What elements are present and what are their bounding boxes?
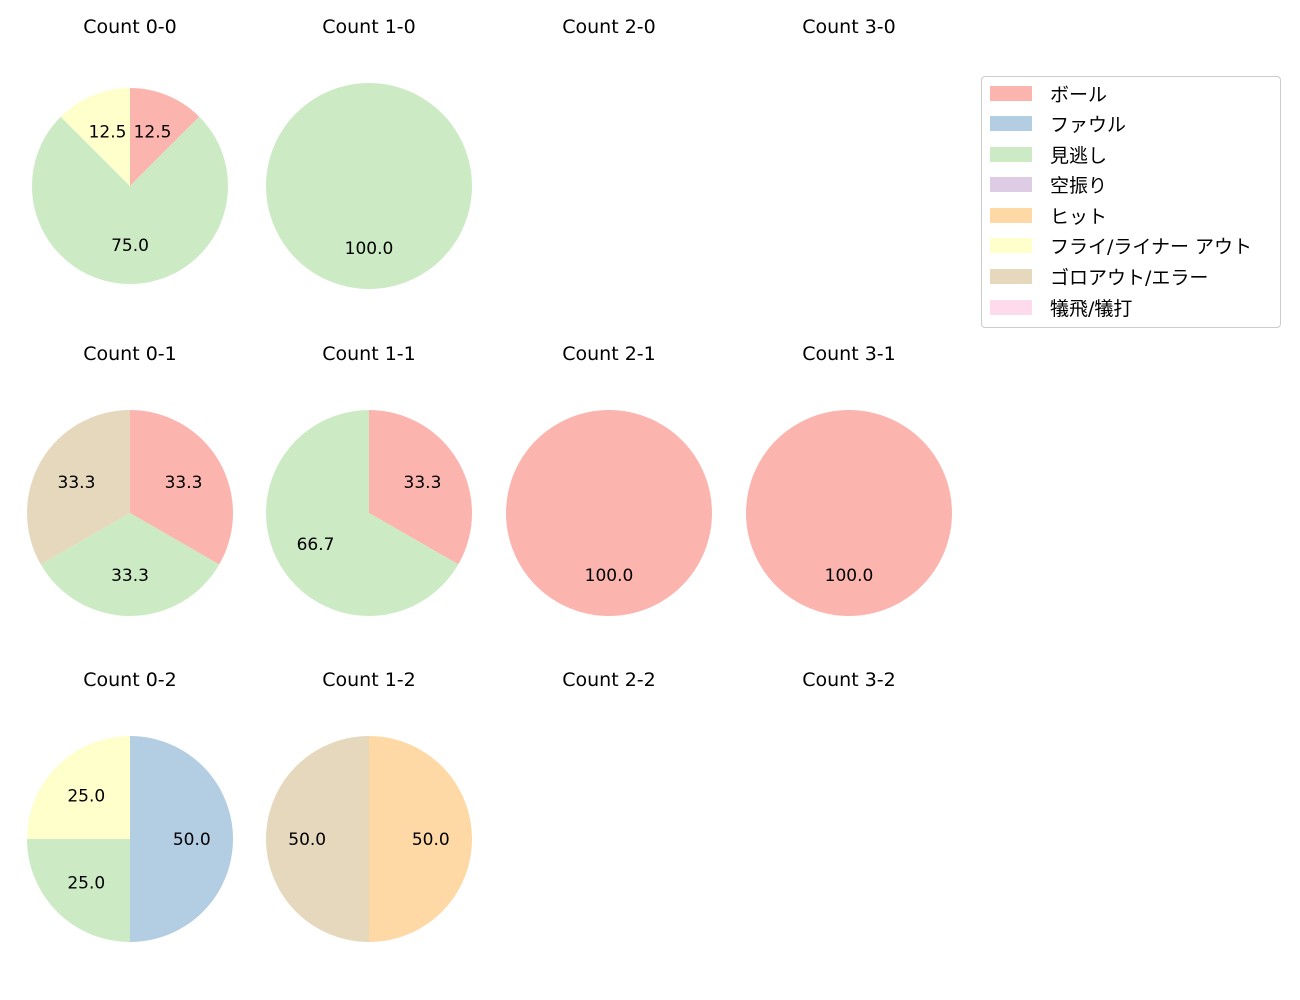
pie-panel-3-1: Count 3-1 100.0 xyxy=(729,327,969,647)
slice-label: 12.5 xyxy=(89,123,127,143)
slice-label: 33.3 xyxy=(111,566,149,586)
panel-title: Count 0-2 xyxy=(83,669,177,691)
legend-swatch xyxy=(990,85,1032,101)
pie-slice xyxy=(369,410,472,565)
pie-chart: 100.0 xyxy=(266,83,472,289)
slice-label: 25.0 xyxy=(67,874,105,894)
pie-slice xyxy=(27,736,130,839)
slice-label: 50.0 xyxy=(412,830,450,850)
panel-title: Count 0-1 xyxy=(83,343,177,365)
panel-title: Count 2-2 xyxy=(562,669,656,691)
pie-slice xyxy=(266,410,459,616)
panel-title: Count 3-2 xyxy=(802,669,896,691)
pie-slice xyxy=(369,736,472,942)
pie-slice xyxy=(130,736,233,942)
legend-item-ball: ボール xyxy=(990,81,1108,106)
legend-label: ゴロアウト/エラー xyxy=(1050,266,1209,289)
legend-swatch xyxy=(990,146,1032,162)
pie-slice xyxy=(130,88,200,186)
legend-swatch xyxy=(990,299,1032,315)
legend-label: ヒット xyxy=(1050,205,1108,228)
pie-panel-2-0: Count 2-0 xyxy=(489,0,729,320)
panel-title: Count 3-0 xyxy=(802,16,896,38)
legend-item-foul: ファウル xyxy=(990,111,1127,136)
pie-panel-1-0: Count 1-0 100.0 xyxy=(249,0,489,320)
pie-slice xyxy=(130,410,233,565)
panel-title: Count 1-2 xyxy=(322,669,416,691)
legend-swatch xyxy=(990,268,1032,284)
legend-item-groundout-error: ゴロアウト/エラー xyxy=(990,264,1209,289)
slice-label: 100.0 xyxy=(585,566,634,586)
pie-chart: 100.0 xyxy=(746,410,952,616)
pie-chart: 33.3 33.3 33.3 xyxy=(26,410,233,616)
pie-slice xyxy=(60,88,130,186)
legend-item-called-strike: 見逃し xyxy=(990,142,1108,167)
legend-label: 空振り xyxy=(1050,174,1108,197)
legend-item-swinging-strike: 空振り xyxy=(990,172,1108,197)
pie-chart: 33.3 66.7 xyxy=(266,410,472,616)
slice-label: 66.7 xyxy=(297,535,335,555)
panel-title: Count 2-0 xyxy=(562,16,656,38)
pie-slice xyxy=(40,513,220,616)
pie-panel-0-2: Count 0-2 50.0 25.0 25.0 xyxy=(10,653,250,973)
legend-swatch xyxy=(990,176,1032,192)
legend-swatch xyxy=(990,237,1032,253)
pie-panel-3-2: Count 3-2 xyxy=(729,653,969,973)
legend-swatch xyxy=(990,207,1032,223)
panel-title: Count 1-1 xyxy=(322,343,416,365)
pie-panel-3-0: Count 3-0 xyxy=(729,0,969,320)
legend-label: ボール xyxy=(1050,83,1108,106)
pie-slice xyxy=(266,736,369,942)
slice-label: 12.5 xyxy=(134,123,172,143)
pie-slice xyxy=(32,116,228,284)
legend-item-fly-liner-out: フライ/ライナー アウト xyxy=(990,233,1253,258)
pie-slice xyxy=(27,839,130,942)
slice-label: 50.0 xyxy=(288,830,326,850)
legend-item-hit: ヒット xyxy=(990,203,1108,228)
panel-title: Count 1-0 xyxy=(322,16,416,38)
legend-label: ファウル xyxy=(1050,113,1127,136)
panel-title: Count 2-1 xyxy=(562,343,656,365)
pie-panel-1-1: Count 1-1 33.3 66.7 xyxy=(249,327,489,647)
slice-label: 25.0 xyxy=(67,786,105,806)
pie-chart: 100.0 xyxy=(506,410,712,616)
slice-label: 33.3 xyxy=(165,473,203,493)
pie-panel-0-1: Count 0-1 33.3 33.3 33.3 xyxy=(10,327,250,647)
slice-label: 33.3 xyxy=(58,473,96,493)
pie-slice xyxy=(506,410,712,616)
legend-item-sacrifice: 犠飛/犠打 xyxy=(990,295,1133,320)
legend-label: 見逃し xyxy=(1050,144,1108,167)
slice-label: 75.0 xyxy=(111,236,149,256)
pie-panel-2-1: Count 2-1 100.0 xyxy=(489,327,729,647)
panel-title: Count 3-1 xyxy=(802,343,896,365)
legend-label: 犠飛/犠打 xyxy=(1050,297,1133,320)
slice-label: 33.3 xyxy=(404,473,442,493)
pie-panel-0-0: Count 0-0 12.5 75.0 12.5 xyxy=(10,0,250,320)
pie-panel-2-2: Count 2-2 xyxy=(489,653,729,973)
pie-slice xyxy=(26,410,130,565)
legend-swatch xyxy=(990,115,1032,131)
slice-label: 100.0 xyxy=(825,566,874,586)
slice-label: 100.0 xyxy=(345,239,394,259)
pie-chart: 50.0 50.0 xyxy=(266,736,472,942)
pie-slice xyxy=(746,410,952,616)
pie-panel-1-2: Count 1-2 50.0 50.0 xyxy=(249,653,489,973)
pie-chart: 12.5 75.0 12.5 xyxy=(32,88,228,284)
chart-legend: ボール ファウル 見逃し 空振り ヒット フライ/ライナー アウト ゴロアウト/… xyxy=(981,76,1281,328)
pie-chart: 50.0 25.0 25.0 xyxy=(27,736,233,942)
panel-title: Count 0-0 xyxy=(83,16,177,38)
slice-label: 50.0 xyxy=(173,830,211,850)
legend-label: フライ/ライナー アウト xyxy=(1050,235,1253,258)
pie-slice xyxy=(266,83,472,289)
